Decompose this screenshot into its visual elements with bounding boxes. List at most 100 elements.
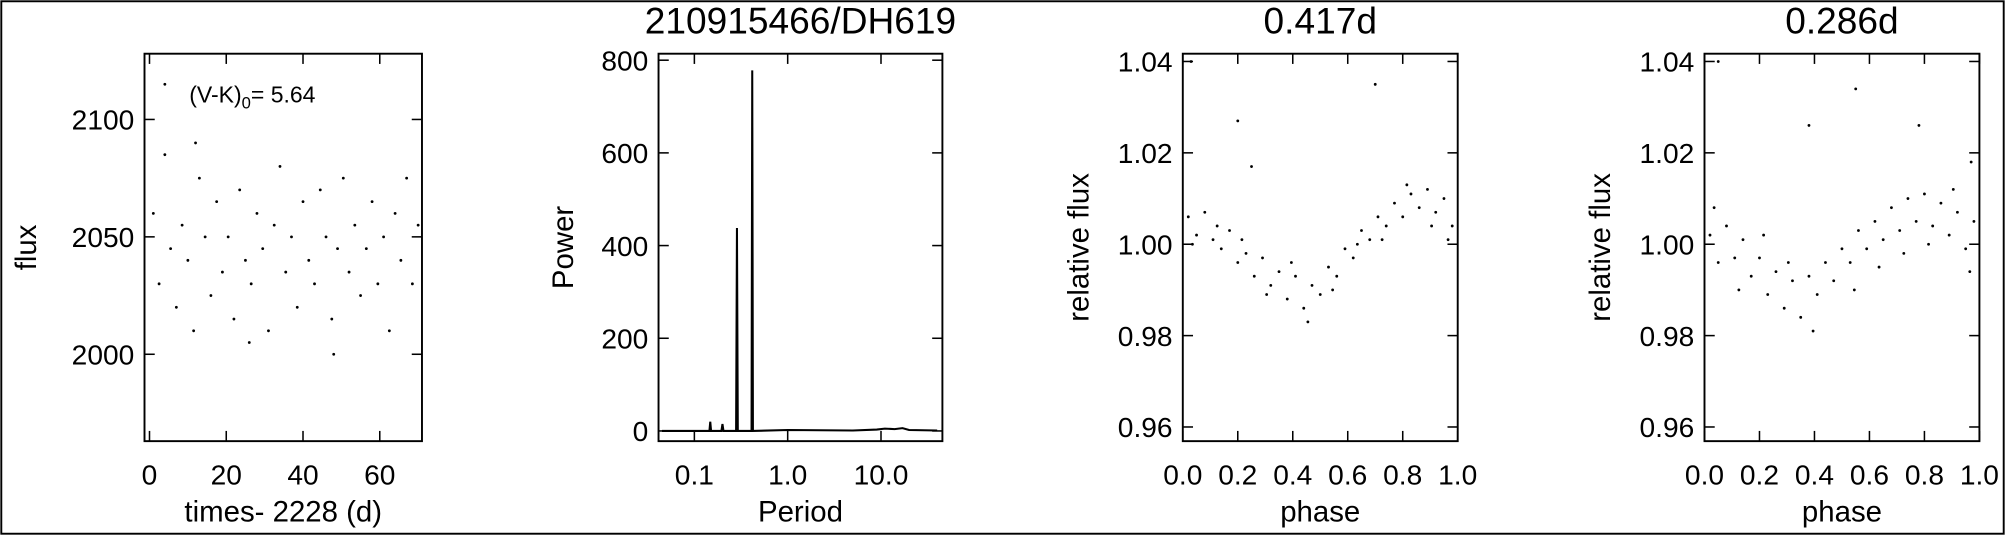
- data-point: [1939, 201, 1943, 205]
- y-tick-label: 1.04: [1640, 47, 1695, 78]
- data-point: [359, 294, 362, 297]
- data-point: [1417, 206, 1421, 210]
- plot-frame: [1703, 52, 1981, 443]
- y-tick-label: 0.96: [1640, 412, 1695, 443]
- data-point: [1758, 256, 1761, 260]
- data-point: [1211, 238, 1215, 242]
- x-tick-label: 0.0: [1163, 460, 1202, 491]
- data-point: [1881, 238, 1885, 242]
- data-point: [370, 200, 374, 204]
- data-point: [192, 329, 196, 333]
- data-point: [1343, 247, 1347, 251]
- data-point: [1902, 251, 1906, 255]
- data-point: [261, 247, 265, 251]
- data-point: [1236, 261, 1240, 264]
- data-point: [330, 317, 334, 321]
- data-point: [272, 223, 276, 227]
- data-point: [1969, 160, 1973, 164]
- data-point: [1384, 224, 1388, 228]
- data-point: [387, 329, 391, 333]
- data-point: [249, 282, 253, 286]
- annotation-subscript: 0: [242, 94, 251, 113]
- data-point: [290, 235, 293, 239]
- y-tick-label: 200: [601, 323, 648, 354]
- data-point: [364, 247, 368, 251]
- data-point: [1832, 279, 1836, 283]
- x-tick-label: 1.0: [1438, 460, 1477, 491]
- x-tick-label: 0.6: [1850, 460, 1889, 491]
- data-point: [1947, 233, 1951, 237]
- data-point: [1236, 119, 1240, 123]
- data-point: [1393, 201, 1396, 205]
- data-point: [1725, 224, 1728, 228]
- data-point: [332, 352, 336, 356]
- data-point: [324, 235, 328, 239]
- data-point: [1931, 224, 1935, 228]
- x-tick-label: 0.8: [1905, 460, 1944, 491]
- y-axis-label: Power: [547, 206, 580, 290]
- data-point: [1716, 60, 1720, 63]
- data-point: [226, 235, 230, 239]
- data-point: [278, 165, 282, 168]
- data-point: [1873, 219, 1877, 223]
- data-point: [1807, 274, 1811, 278]
- y-tick-label: 0.98: [1118, 321, 1173, 352]
- data-point: [1373, 82, 1377, 86]
- data-point: [313, 282, 316, 286]
- x-tick-label: 0.4: [1795, 460, 1834, 491]
- data-point: [1285, 297, 1289, 301]
- x-tick-label: 20: [211, 460, 242, 491]
- data-point: [301, 200, 305, 204]
- panel: 0.417d phase relative flux 0.0 0.2 0.4 0.6 0.8 1…: [1063, 0, 1478, 529]
- data-point: [1898, 229, 1902, 232]
- data-point: [1807, 124, 1811, 127]
- data-point: [157, 282, 161, 286]
- data-point: [1927, 242, 1930, 246]
- data-point: [1857, 229, 1860, 232]
- data-point: [1951, 187, 1955, 191]
- data-point: [1289, 261, 1293, 264]
- data-point: [1240, 238, 1244, 242]
- data-point: [307, 258, 311, 262]
- data-point: [1791, 279, 1794, 283]
- data-point: [1733, 256, 1737, 260]
- y-tick-label: 0.98: [1640, 321, 1695, 352]
- plot-frame: [657, 52, 944, 443]
- x-tick-label: 0.2: [1740, 460, 1779, 491]
- panel-title: 0.417d: [1264, 0, 1377, 41]
- annotation: (V-K)0= 5.64: [189, 81, 315, 112]
- y-tick-label: 800: [601, 45, 648, 76]
- data-point: [1318, 293, 1322, 296]
- data-point: [1854, 87, 1858, 91]
- y-axis-label: relative flux: [1584, 173, 1617, 322]
- data-point: [238, 188, 242, 192]
- data-point: [1434, 210, 1438, 214]
- data-point: [1191, 242, 1194, 246]
- data-point: [1360, 229, 1363, 232]
- panel: 0.286d phase relative flux 0.0 0.2 0.4 0.6 0.8 1…: [1584, 0, 1999, 529]
- data-point: [1786, 261, 1790, 264]
- data-point: [1244, 251, 1248, 255]
- data-point: [1840, 247, 1844, 251]
- data-point: [1294, 274, 1297, 278]
- data-point: [1906, 197, 1910, 200]
- data-point: [1799, 315, 1803, 319]
- y-tick-label: 400: [601, 231, 648, 262]
- data-point: [163, 153, 167, 157]
- data-point: [1446, 238, 1450, 242]
- data-point: [1964, 247, 1968, 251]
- panel-title: 210915466/DH619: [645, 0, 956, 41]
- x-tick-label: 0.6: [1328, 460, 1367, 491]
- data-point: [244, 258, 247, 262]
- y-tick-label: 1.02: [1118, 138, 1173, 169]
- data-point: [1865, 247, 1869, 251]
- data-point: [353, 223, 357, 227]
- data-point: [255, 211, 259, 215]
- x-tick-label: 0: [142, 460, 158, 491]
- data-point: [209, 294, 213, 297]
- data-point: [1215, 224, 1219, 228]
- data-point: [1405, 183, 1409, 187]
- data-point: [336, 247, 339, 251]
